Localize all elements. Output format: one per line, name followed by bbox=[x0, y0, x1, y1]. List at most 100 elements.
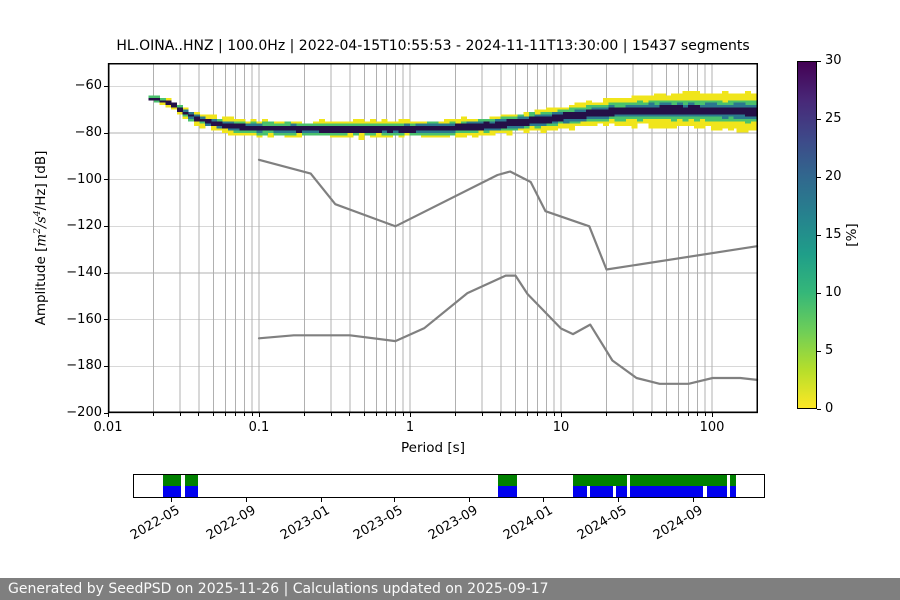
x-minor-tick bbox=[251, 413, 253, 416]
plot-border bbox=[108, 63, 758, 413]
x-minor-tick bbox=[500, 413, 502, 416]
x-minor-tick bbox=[481, 413, 483, 416]
x-minor-tick bbox=[330, 413, 332, 416]
timeline-segment bbox=[162, 486, 181, 497]
x-major-tick bbox=[409, 413, 411, 417]
colorbar bbox=[797, 61, 817, 409]
x-major-tick bbox=[107, 413, 109, 417]
y-axis-label-text: Amplitude [ bbox=[32, 246, 49, 326]
y-axis-label-sup2: 2 bbox=[31, 227, 43, 234]
colorbar-tick-label: 0 bbox=[825, 400, 834, 416]
timeline-date-label: 2023-01 bbox=[278, 503, 333, 544]
timeline-segment bbox=[572, 475, 628, 486]
colorbar-tick bbox=[817, 60, 821, 62]
x-minor-tick bbox=[605, 413, 607, 416]
colorbar-tick-label: 10 bbox=[825, 284, 842, 300]
colorbar-tick-label: 30 bbox=[825, 52, 842, 68]
x-minor-tick bbox=[537, 413, 539, 416]
y-major-tick bbox=[103, 412, 108, 414]
timeline-segment bbox=[616, 486, 628, 497]
y-axis-label: Amplitude [m2/s4/Hz] [dB] bbox=[31, 151, 49, 326]
timeline-date-label: 2024-05 bbox=[575, 503, 630, 544]
y-tick-label: −180 bbox=[66, 358, 102, 374]
colorbar-tick bbox=[817, 292, 821, 294]
x-axis-label: Period [s] bbox=[401, 440, 465, 456]
y-tick-label: −140 bbox=[66, 265, 102, 280]
colorbar-tick-label: 20 bbox=[825, 168, 842, 184]
y-major-tick bbox=[103, 319, 108, 321]
timeline-date-label: 2023-05 bbox=[351, 503, 406, 544]
y-major-tick bbox=[103, 365, 108, 367]
x-minor-tick bbox=[394, 413, 396, 416]
timeline-date-label: 2023-09 bbox=[426, 503, 481, 544]
x-minor-tick bbox=[704, 413, 706, 416]
timeline-segment bbox=[497, 486, 517, 497]
timeline-segment bbox=[497, 475, 517, 486]
x-minor-tick bbox=[152, 413, 154, 416]
y-axis-label-math2: /s bbox=[32, 216, 49, 228]
colorbar-tick bbox=[817, 234, 821, 236]
timeline-date-label: 2024-01 bbox=[500, 503, 556, 544]
footer-bar: Generated by SeedPSD on 2025-11-26 | Cal… bbox=[0, 578, 900, 600]
x-minor-tick bbox=[243, 413, 245, 416]
timeline-tick bbox=[320, 498, 322, 502]
x-minor-tick bbox=[179, 413, 181, 416]
x-minor-tick bbox=[225, 413, 226, 416]
x-tick-label: 0.1 bbox=[248, 420, 270, 435]
x-major-tick bbox=[711, 413, 713, 417]
x-minor-tick bbox=[678, 413, 679, 416]
timeline-row-coverage-psd bbox=[134, 486, 764, 497]
timeline-segment bbox=[730, 486, 737, 497]
timeline-segment bbox=[707, 486, 728, 497]
x-minor-tick bbox=[349, 413, 351, 416]
timeline-segment bbox=[589, 486, 614, 497]
x-major-tick bbox=[258, 413, 260, 417]
psd-heatmap-plot: 0.01 0.1 1 10 100 −60 −80 −100 −120 −140 −160 −180 −… bbox=[66, 63, 759, 435]
x-major-tick bbox=[560, 413, 562, 417]
y-axis-label-math: m bbox=[32, 233, 49, 247]
x-minor-tick bbox=[545, 413, 547, 416]
x-minor-tick bbox=[364, 413, 366, 416]
colorbar-tick-label: 25 bbox=[825, 110, 842, 126]
coverage-timeline bbox=[133, 474, 765, 498]
timeline-segment bbox=[629, 475, 728, 486]
y-tick-label: −200 bbox=[66, 405, 102, 420]
colorbar-tick bbox=[817, 176, 821, 178]
x-minor-tick bbox=[515, 413, 517, 416]
x-tick-label: 10 bbox=[552, 420, 570, 435]
timeline-segment bbox=[572, 486, 587, 497]
y-major-tick bbox=[103, 179, 108, 181]
x-minor-tick bbox=[651, 413, 653, 416]
psd-histogram-band bbox=[148, 91, 757, 140]
timeline-tick bbox=[617, 498, 619, 502]
timeline-tick bbox=[468, 498, 470, 502]
x-tick-label: 0.01 bbox=[93, 420, 123, 435]
colorbar-tick bbox=[817, 408, 821, 410]
x-minor-tick bbox=[553, 413, 555, 416]
y-tick-label: −80 bbox=[74, 125, 102, 140]
timeline-date-label: 2022-05 bbox=[128, 503, 183, 544]
x-minor-tick bbox=[386, 413, 388, 416]
timeline-segment bbox=[730, 475, 737, 486]
noise-model-high-line bbox=[257, 158, 759, 271]
y-tick-label: −60 bbox=[74, 78, 102, 94]
timeline-segment bbox=[629, 486, 704, 497]
x-minor-tick bbox=[688, 413, 690, 416]
y-tick-label: −120 bbox=[66, 218, 102, 234]
colorbar-tick-label: 5 bbox=[825, 342, 834, 358]
timeline-tick bbox=[693, 498, 695, 502]
timeline-tick bbox=[246, 498, 248, 502]
y-axis-label-sup4: 4 bbox=[31, 210, 43, 217]
x-tick-label: 1 bbox=[405, 420, 415, 435]
x-minor-tick bbox=[696, 413, 698, 416]
x-minor-tick bbox=[402, 413, 404, 416]
x-minor-tick bbox=[454, 413, 456, 416]
y-major-tick bbox=[103, 132, 108, 134]
colorbar-tick bbox=[817, 118, 821, 120]
timeline-segment bbox=[162, 475, 181, 486]
x-minor-tick bbox=[666, 413, 668, 416]
y-major-tick bbox=[103, 85, 108, 87]
timeline-date-label: 2024-09 bbox=[650, 503, 706, 544]
y-major-tick bbox=[103, 225, 108, 227]
noise-model-low-line bbox=[257, 274, 759, 385]
